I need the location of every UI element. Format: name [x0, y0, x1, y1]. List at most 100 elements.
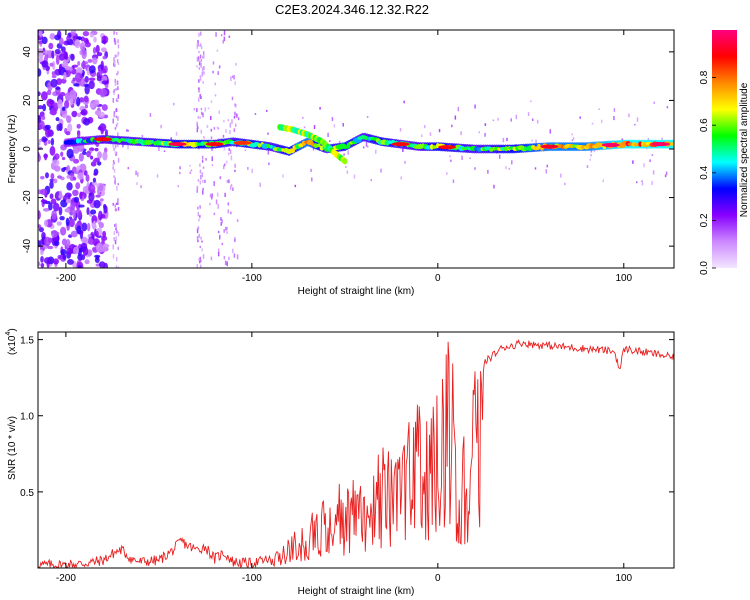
noise-speck [67, 123, 73, 133]
faint-speck [331, 117, 334, 121]
faint-speck [259, 182, 261, 187]
noise-speck [46, 98, 54, 108]
colorbar-ticks: 0.0 0.2 0.4 0.6 0.8 [699, 70, 716, 275]
noise-speck [38, 224, 42, 229]
faint-speck [210, 136, 213, 140]
faint-speck [223, 255, 226, 260]
noise-speck [50, 198, 57, 205]
colorbar-tick-label: 0.0 [699, 261, 710, 275]
noise-speck [85, 174, 90, 182]
faint-speck [210, 128, 213, 132]
noise-speck [62, 59, 69, 68]
faint-speck [217, 251, 220, 257]
faint-speck [234, 163, 236, 168]
faint-speck [234, 103, 236, 107]
noise-speck [98, 221, 104, 229]
faint-speck [203, 71, 205, 75]
noise-speck [43, 236, 51, 247]
faint-speck [209, 115, 212, 120]
faint-speck [189, 164, 191, 167]
faint-speck [446, 172, 448, 175]
faint-speck [223, 147, 226, 151]
faint-speck [117, 183, 120, 186]
faint-speck [196, 122, 199, 127]
ridge-cell [638, 141, 642, 147]
noise-speck [63, 71, 67, 81]
faint-speck [678, 141, 680, 143]
faint-speck [233, 253, 236, 258]
faint-speck [136, 182, 138, 185]
faint-speck [117, 39, 119, 44]
faint-speck [117, 51, 119, 57]
spectrogram-x-tick-label: 100 [615, 273, 632, 284]
faint-speck [515, 114, 518, 120]
spectrogram-y-tick-label: 40 [22, 46, 33, 58]
faint-speck [113, 57, 115, 62]
faint-speck [201, 155, 204, 160]
faint-speck [232, 248, 234, 253]
faint-speck [223, 30, 226, 36]
faint-speck [236, 114, 238, 118]
faint-speck [484, 132, 486, 137]
faint-speck [545, 169, 548, 174]
faint-speck [220, 222, 222, 226]
noise-speck [62, 253, 67, 261]
faint-speck [268, 162, 270, 165]
noise-speck [95, 242, 104, 253]
noise-speck [102, 230, 107, 238]
noise-speck [76, 96, 81, 107]
faint-speck [222, 134, 225, 138]
noise-speck [94, 147, 99, 152]
faint-speck [114, 177, 116, 181]
noise-speck [95, 230, 99, 238]
faint-speck [115, 256, 118, 262]
noise-speck [95, 194, 101, 198]
noise-speck [49, 193, 54, 200]
noise-speck [51, 74, 57, 79]
faint-speck [114, 127, 117, 130]
faint-speck [327, 132, 329, 138]
noise-speck [79, 42, 86, 51]
noise-speck [99, 198, 104, 202]
noise-speck [93, 36, 97, 43]
noise-speck [77, 253, 83, 261]
noise-speck [101, 104, 108, 111]
faint-speck [223, 120, 225, 123]
faint-speck [112, 202, 115, 206]
noise-speck [58, 53, 65, 61]
faint-speck [347, 150, 349, 155]
noise-speck [99, 88, 108, 97]
snr-x-tick-label: -200 [56, 573, 76, 584]
faint-speck [632, 160, 634, 164]
faint-speck [202, 254, 205, 259]
faint-speck [457, 106, 460, 112]
ridge-peak [168, 142, 187, 147]
noise-speck [98, 69, 103, 75]
noise-speck [98, 210, 103, 221]
faint-speck [665, 171, 668, 176]
faint-speck [219, 234, 221, 240]
faint-speck [235, 103, 237, 108]
noise-speck [87, 58, 93, 63]
ridge-cell [75, 138, 80, 144]
faint-speck [346, 170, 349, 174]
faint-speck [666, 105, 669, 109]
faint-speck [193, 108, 196, 111]
noise-speck [38, 210, 41, 220]
faint-speck [225, 129, 227, 133]
faint-speck [199, 259, 201, 264]
faint-speck [203, 54, 205, 59]
faint-speck [170, 137, 173, 140]
faint-speck [116, 99, 119, 103]
faint-speck [651, 180, 653, 186]
faint-speck [237, 117, 240, 121]
noise-speck [96, 161, 102, 166]
ridge-peak [651, 142, 670, 147]
faint-speck [112, 163, 114, 169]
faint-speck [571, 133, 573, 136]
noise-speck [83, 118, 91, 126]
faint-speck [217, 248, 220, 254]
faint-speck [213, 212, 216, 216]
ridge-peak [438, 145, 457, 150]
noise-speck [69, 89, 77, 100]
